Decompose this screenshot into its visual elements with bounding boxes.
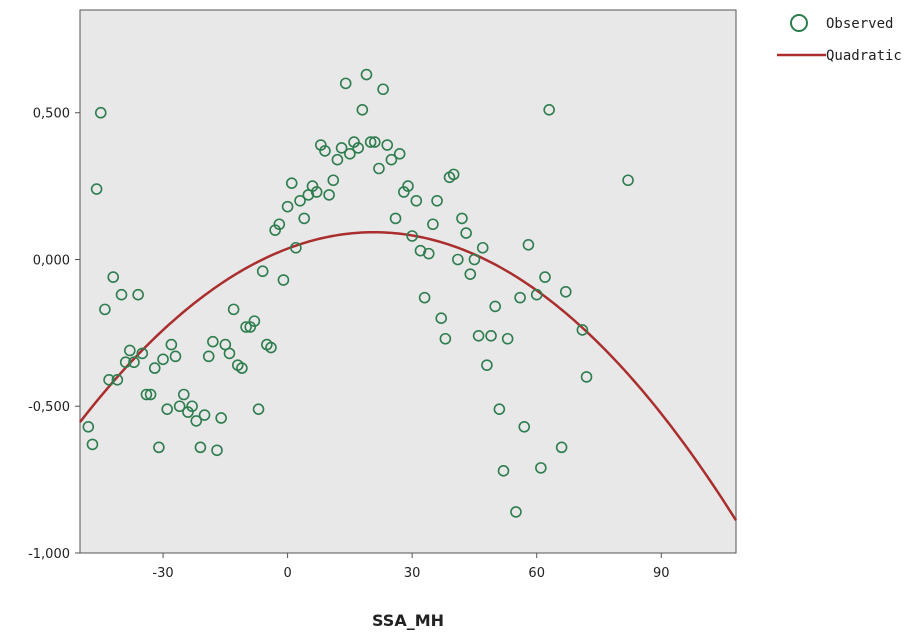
y-tick-label: -0,500 <box>28 400 70 415</box>
legend-item-quadratic: Quadratic <box>777 48 902 64</box>
legend-observed-marker <box>791 15 807 31</box>
x-tick-label: 90 <box>653 566 670 581</box>
y-tick-label: 0,500 <box>33 107 70 122</box>
y-tick-label: 0,000 <box>33 253 70 268</box>
x-tick-label: 30 <box>404 566 421 581</box>
legend: Observed Quadratic <box>777 15 902 64</box>
x-tick-label: -30 <box>152 566 173 581</box>
y-tick-label: -1,000 <box>28 547 70 562</box>
x-tick-label: 60 <box>528 566 545 581</box>
legend-quadratic-label: Quadratic <box>826 48 902 64</box>
legend-item-observed: Observed <box>791 15 893 32</box>
plot-area <box>80 10 736 553</box>
legend-observed-label: Observed <box>826 16 893 32</box>
x-tick-label: 0 <box>283 566 291 581</box>
x-axis-title: SSA_MH <box>372 611 444 630</box>
